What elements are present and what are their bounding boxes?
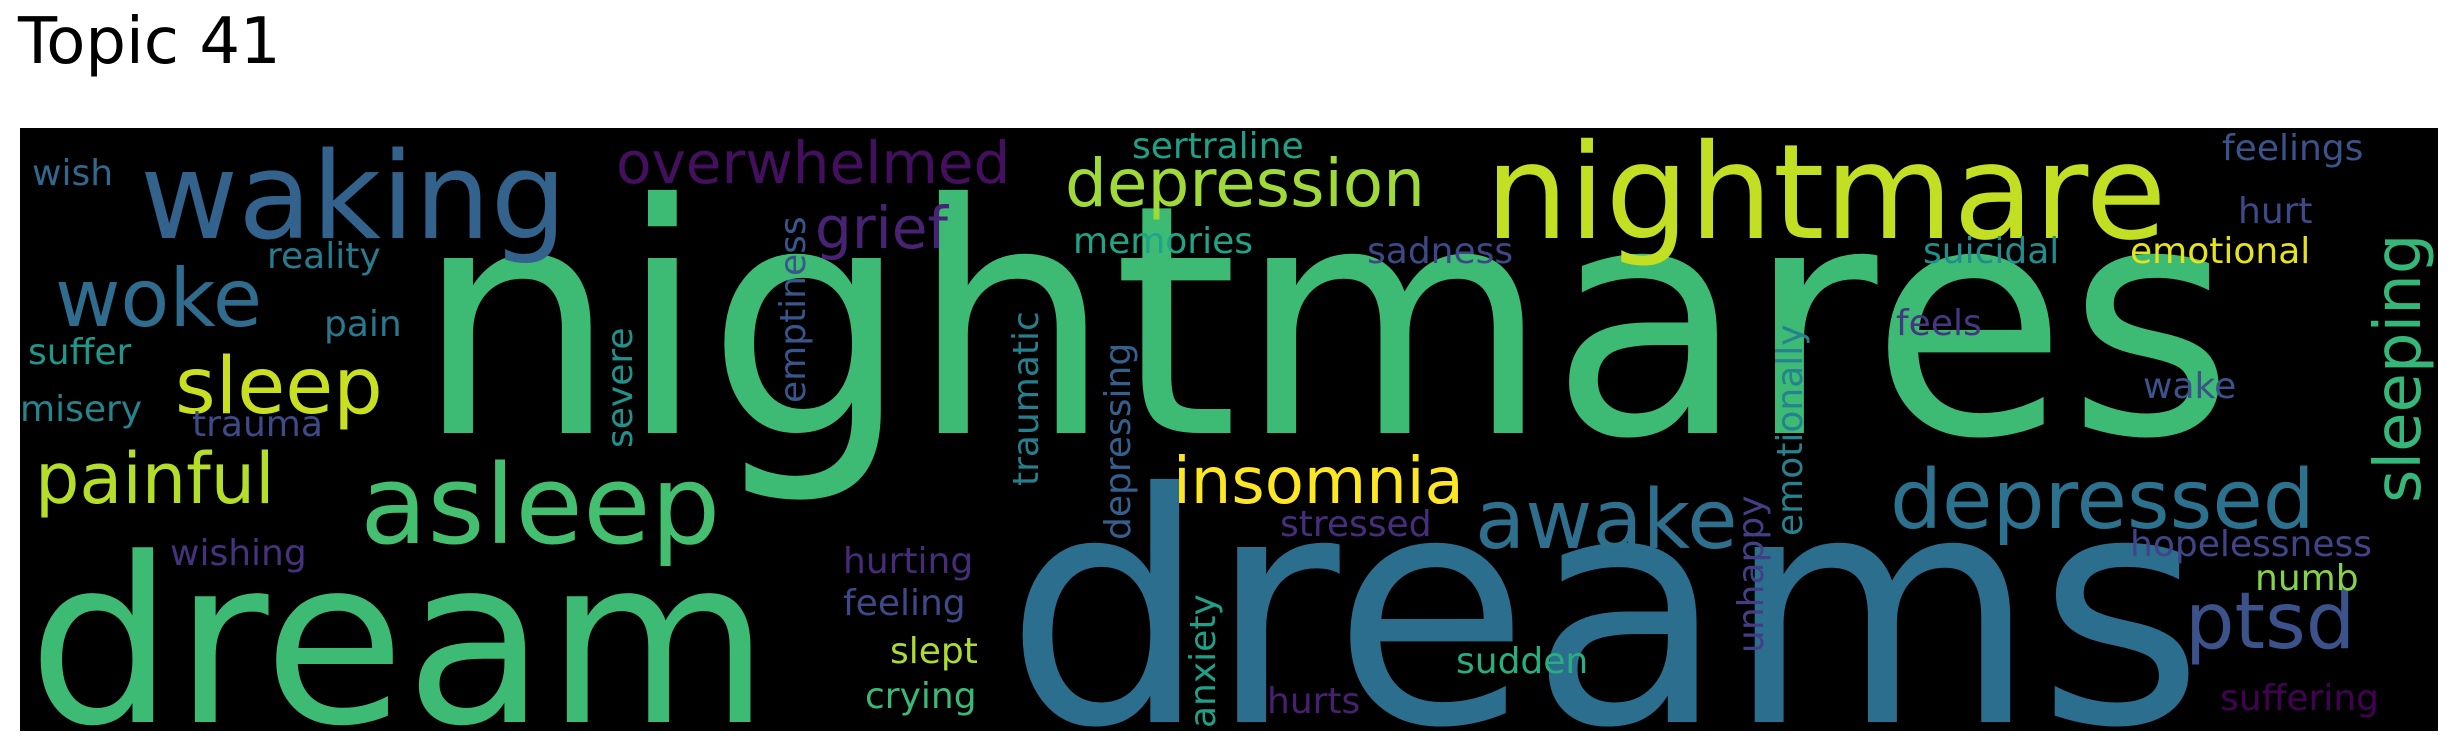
- word-woke: woke: [55, 252, 262, 345]
- word-sadness: sadness: [1367, 231, 1513, 272]
- word-crying: crying: [865, 676, 977, 717]
- word-suffering: suffering: [2220, 678, 2379, 719]
- word-painful: painful: [35, 438, 275, 520]
- word-sleep: sleep: [175, 342, 383, 432]
- word-numb: numb: [2255, 558, 2359, 599]
- word-suicidal: suicidal: [1923, 231, 2059, 272]
- word-wake: wake: [2143, 366, 2236, 407]
- word-feeling: feeling: [843, 583, 966, 624]
- word-emptiness: emptiness: [773, 216, 814, 403]
- word-wish: wish: [32, 153, 113, 194]
- word-waking: waking: [140, 128, 567, 267]
- word-depressed: depressed: [1890, 453, 2315, 548]
- word-trauma: trauma: [192, 404, 323, 445]
- word-hurts: hurts: [1267, 681, 1360, 722]
- word-misery: misery: [20, 389, 142, 430]
- word-hopelessness: hopelessness: [2130, 524, 2372, 565]
- word-pain: pain: [324, 304, 402, 345]
- word-asleep: asleep: [360, 441, 720, 569]
- word-emotional: emotional: [2130, 231, 2310, 272]
- word-sleeping: sleeping: [2362, 234, 2436, 503]
- word-dream: dream: [28, 510, 770, 731]
- word-hurt: hurt: [2238, 191, 2313, 232]
- word-reality: reality: [267, 236, 381, 277]
- word-suffer: suffer: [28, 332, 132, 373]
- word-feels: feels: [1896, 303, 1982, 344]
- word-depressing: depressing: [1098, 343, 1139, 540]
- word-unhappy: unhappy: [1731, 495, 1772, 653]
- word-hurting: hurting: [843, 541, 973, 582]
- word-traumatic: traumatic: [1006, 311, 1047, 486]
- word-insomnia: insomnia: [1173, 445, 1464, 519]
- word-wishing: wishing: [170, 533, 307, 574]
- word-ptsd: ptsd: [2185, 577, 2355, 667]
- word-sertraline: sertraline: [1132, 128, 1304, 167]
- word-grief: grief: [815, 194, 949, 262]
- word-sudden: sudden: [1456, 641, 1588, 682]
- word-nightmare: nightmare: [1485, 128, 2167, 270]
- page-title: Topic 41: [18, 5, 281, 79]
- word-cloud: nightmares dreams dream nightmare waking…: [20, 128, 2438, 731]
- word-anxiety: anxiety: [1183, 594, 1224, 728]
- word-awake: awake: [1475, 473, 1738, 568]
- word-severe: severe: [600, 327, 641, 448]
- word-feelings: feelings: [2222, 128, 2363, 169]
- word-depression: depression: [1065, 145, 1425, 222]
- word-memories: memories: [1073, 221, 1253, 262]
- word-slept: slept: [890, 631, 978, 672]
- word-stressed: stressed: [1280, 504, 1432, 545]
- word-nightmares: nightmares: [415, 137, 2234, 509]
- word-emotionally: emotionally: [1770, 324, 1811, 536]
- word-dreams: dreams: [1005, 426, 2204, 731]
- word-overwhelmed: overwhelmed: [616, 129, 1010, 197]
